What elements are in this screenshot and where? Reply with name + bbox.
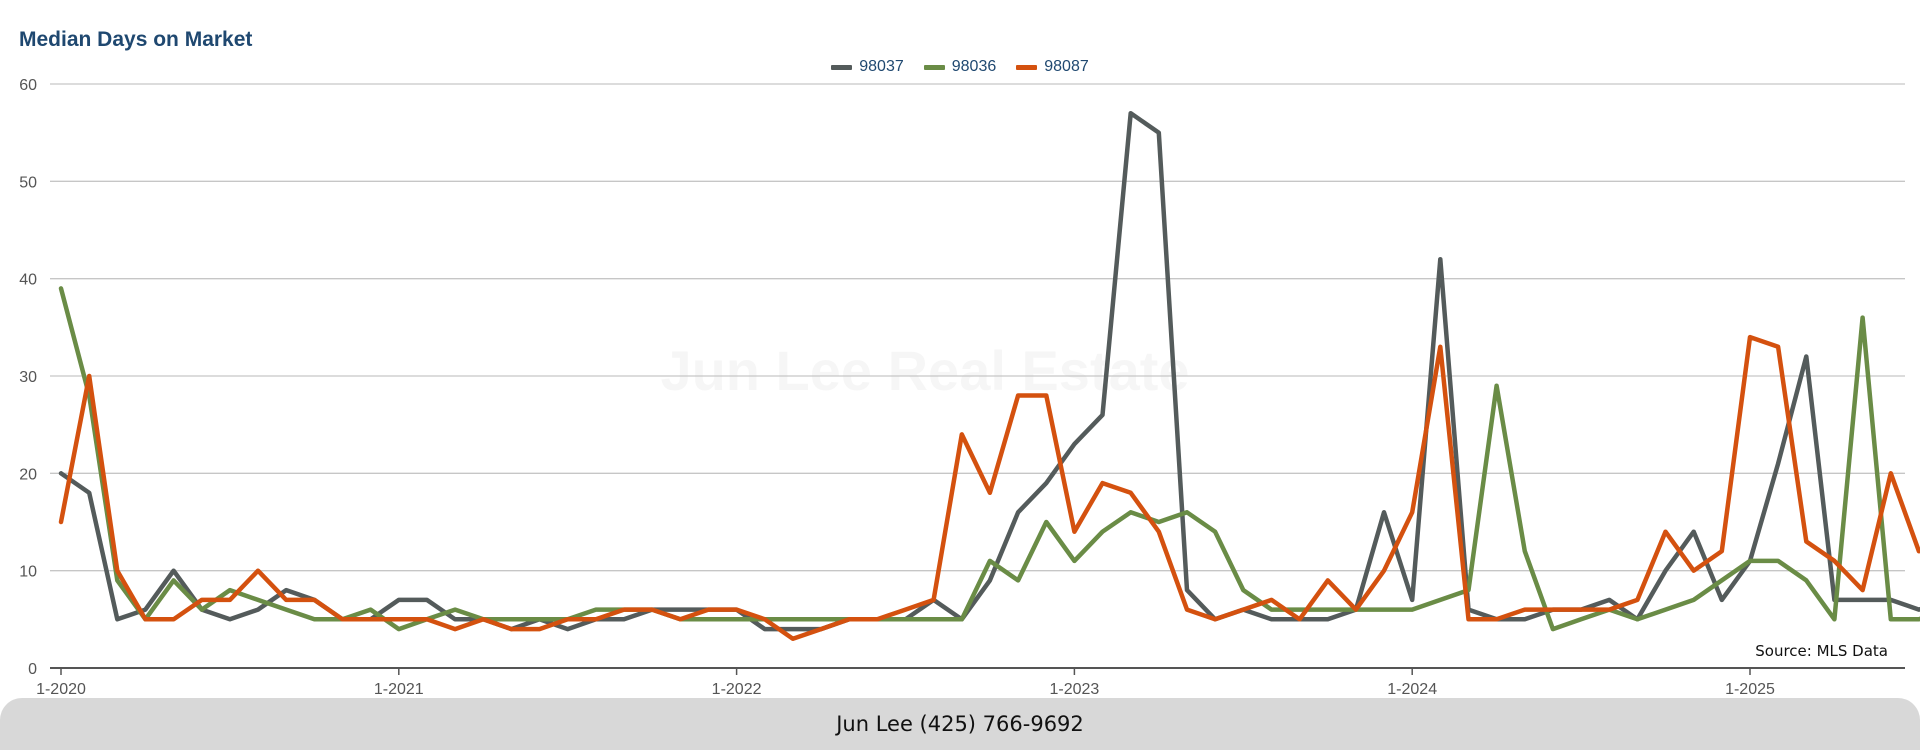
y-tick-label-40: 40 bbox=[19, 272, 37, 289]
y-tick-label-60: 60 bbox=[19, 77, 37, 94]
x-tick-label-1-2023: 1-2023 bbox=[1049, 681, 1099, 698]
x-tick-label-1-2020: 1-2020 bbox=[36, 681, 86, 698]
legend-swatch-98037 bbox=[831, 64, 853, 70]
legend-swatch-98036 bbox=[923, 64, 945, 70]
y-tick-label-50: 50 bbox=[19, 174, 37, 191]
legend-label-98087: 98087 bbox=[1044, 58, 1089, 75]
legend-swatch-98087 bbox=[1016, 64, 1038, 70]
contact-footer: Jun Lee (425) 766-9692 bbox=[0, 698, 1920, 750]
legend-label-98036: 98036 bbox=[951, 58, 997, 75]
legend-label-98037: 98037 bbox=[859, 58, 904, 75]
y-tick-label-20: 20 bbox=[19, 466, 37, 483]
legend-item-98087[interactable]: 98087 bbox=[1016, 58, 1089, 76]
legend: 98037 98036 98087 bbox=[0, 58, 1920, 76]
chart-title: Median Days on Market bbox=[19, 28, 253, 51]
x-tick-label-1-2025: 1-2025 bbox=[1725, 681, 1775, 698]
source-note: Source: MLS Data bbox=[1755, 642, 1888, 660]
series-line-98087 bbox=[58, 334, 1920, 642]
x-tick-label-1-2022: 1-2022 bbox=[712, 681, 762, 698]
y-tick-label-0: 0 bbox=[28, 661, 37, 678]
legend-item-98037[interactable]: 98037 bbox=[831, 58, 904, 76]
contact-text: Jun Lee (425) 766-9692 bbox=[836, 712, 1084, 736]
x-tick-label-1-2021: 1-2021 bbox=[374, 681, 424, 698]
y-tick-label-10: 10 bbox=[19, 564, 37, 581]
y-tick-label-30: 30 bbox=[19, 369, 37, 386]
legend-item-98036[interactable]: 98036 bbox=[923, 58, 997, 76]
x-tick-label-1-2024: 1-2024 bbox=[1387, 681, 1437, 698]
